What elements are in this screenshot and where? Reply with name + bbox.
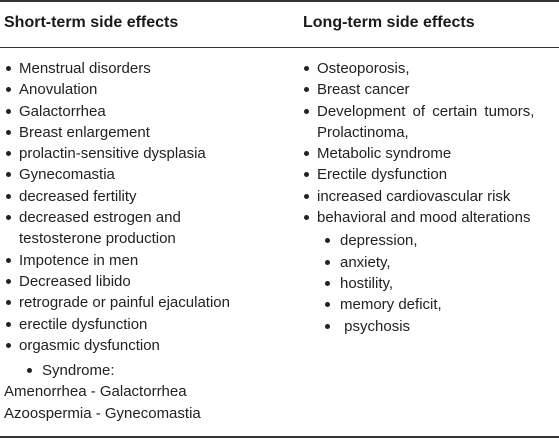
list-item: Decreased libido <box>4 271 289 292</box>
list-item: Gynecomastia <box>4 164 289 185</box>
list-item: memory deficit, <box>302 294 556 315</box>
table-top-rule <box>0 0 559 2</box>
list-item: Metabolic syndrome <box>302 143 556 164</box>
list-item: hostility, <box>302 273 556 294</box>
behavioral-sublist: depression, anxiety, hostility, memory d… <box>302 230 556 336</box>
list-item: erectile dysfunction <box>4 314 289 335</box>
short-term-column: Menstrual disorders Anovulation Galactor… <box>4 58 289 424</box>
table-bottom-rule <box>0 436 559 438</box>
long-term-header: Long-term side effects <box>303 14 475 31</box>
long-term-list: Osteoporosis, Breast cancer Development … <box>302 58 556 228</box>
list-item: Erectile dysfunction <box>302 164 556 185</box>
short-term-header: Short-term side effects <box>4 14 179 31</box>
long-term-column: Osteoporosis, Breast cancer Development … <box>302 58 556 337</box>
list-item: decreased estrogen and testosterone prod… <box>4 207 219 250</box>
list-item: Anovulation <box>4 79 289 100</box>
list-item: increased cardiovascular risk <box>302 186 556 207</box>
syndrome-line: Amenorrhea - Galactorrhea <box>4 383 187 401</box>
list-item: Development of certain tumors, Prolactin… <box>302 101 556 144</box>
list-item: anxiety, <box>302 252 556 273</box>
list-item: psychosis <box>302 316 556 337</box>
list-item: Breast enlargement <box>4 122 289 143</box>
list-item: behavioral and mood alterations <box>302 207 556 228</box>
list-item: decreased fertility <box>4 186 289 207</box>
short-term-list: Menstrual disorders Anovulation Galactor… <box>4 58 289 356</box>
list-item: Impotence in men <box>4 250 289 271</box>
syndrome-label: Syndrome: <box>4 360 289 381</box>
syndrome-line: Azoospermia - Gynecomastia <box>4 404 201 422</box>
list-item: Menstrual disorders <box>4 58 289 79</box>
list-item: orgasmic dysfunction <box>4 335 289 356</box>
list-item: Breast cancer <box>302 79 556 100</box>
list-item: Galactorrhea <box>4 101 289 122</box>
header-divider <box>0 47 559 48</box>
list-item: prolactin-sensitive dysplasia <box>4 143 289 164</box>
list-item: retrograde or painful ejaculation <box>4 292 289 313</box>
list-item: depression, <box>302 230 556 251</box>
list-item: Osteoporosis, <box>302 58 556 79</box>
syndrome-block: Syndrome: Amenorrhea - Galactorrhea Azoo… <box>4 360 289 424</box>
